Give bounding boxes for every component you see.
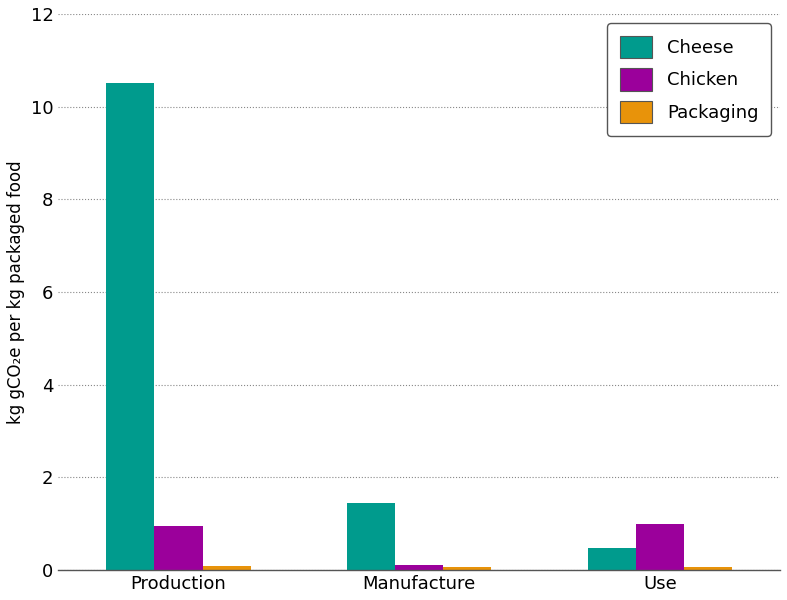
Bar (636, 524, 684, 570)
Bar (588, 548, 636, 570)
Bar (395, 565, 443, 570)
Bar (154, 526, 202, 570)
Y-axis label: kg gCO₂e per kg packaged food: kg gCO₂e per kg packaged food (7, 160, 25, 424)
Bar (202, 566, 251, 570)
Legend: Cheese, Chicken, Packaging: Cheese, Chicken, Packaging (608, 23, 771, 136)
Bar (347, 503, 395, 570)
Bar (684, 567, 732, 570)
Bar (106, 83, 154, 570)
Bar (443, 567, 491, 570)
